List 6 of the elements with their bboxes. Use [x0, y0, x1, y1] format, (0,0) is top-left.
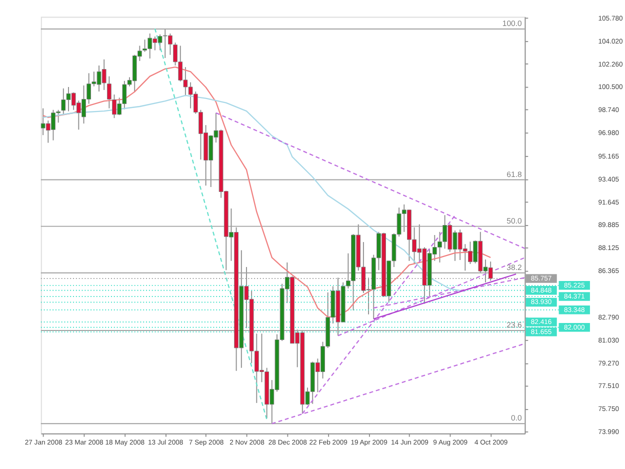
annotation: 23.6	[506, 320, 522, 330]
annotation: 50.0	[506, 216, 522, 226]
annotation: 100.0	[502, 19, 522, 28]
annotation: 38.2	[506, 262, 522, 272]
annotation: 0.0	[511, 414, 522, 423]
annotation: 61.8	[506, 170, 522, 179]
